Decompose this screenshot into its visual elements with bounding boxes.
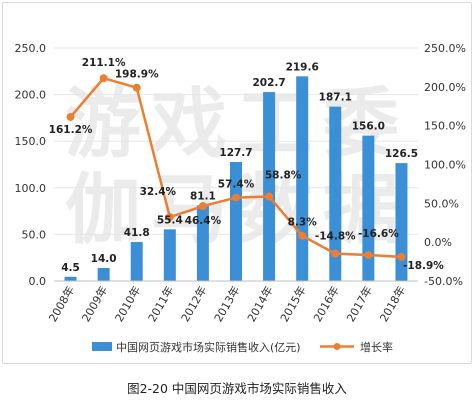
- revenue-bar: [163, 229, 176, 281]
- x-tick-label: 2009年: [79, 284, 111, 325]
- y-right-tick-label: 100.0%: [424, 159, 466, 172]
- revenue-bar: [97, 267, 110, 281]
- revenue-value-label: 187.1: [319, 92, 352, 104]
- revenue-value-label: 219.6: [286, 61, 319, 73]
- x-tick-label: 2014年: [244, 284, 276, 325]
- revenue-bar: [296, 76, 309, 282]
- revenue-value-label: 126.5: [385, 148, 418, 160]
- revenue-value-label: 4.5: [61, 262, 80, 274]
- y-left-tick-label: 0.0: [29, 275, 47, 288]
- y-right-tick-label: 150.0%: [424, 120, 466, 133]
- legend: 中国网页游戏市场实际销售收入(亿元) 增长率: [92, 340, 393, 354]
- growth-value-label: 161.2%: [49, 124, 93, 136]
- revenue-value-label: 202.7: [252, 77, 285, 89]
- revenue-value-label: 14.0: [91, 253, 117, 265]
- revenue-bar: [64, 276, 77, 281]
- growth-marker: [364, 251, 373, 260]
- growth-line-series: [66, 74, 406, 261]
- growth-marker: [331, 249, 340, 258]
- y-right-tick-label: 0.0%: [424, 236, 452, 249]
- y-right-tick-label: -50.0%: [424, 275, 463, 288]
- growth-value-label: 46.4%: [185, 215, 222, 227]
- x-tick-label: 2012年: [178, 284, 210, 325]
- y-left-tick-label: 50.0: [22, 228, 47, 241]
- legend-swatch-growth-marker: [333, 343, 341, 350]
- revenue-bar: [263, 92, 276, 281]
- growth-marker: [397, 252, 406, 261]
- growth-value-label: 57.4%: [218, 179, 255, 191]
- growth-marker: [66, 112, 75, 121]
- legend-label-growth: 增长率: [360, 340, 393, 354]
- x-tick-label: 2018年: [376, 284, 408, 325]
- x-tick-label: 2008年: [46, 284, 78, 325]
- growth-marker: [198, 202, 207, 211]
- growth-marker: [132, 83, 141, 92]
- y-left-tick-label: 200.0: [15, 89, 47, 102]
- growth-value-label: -14.8%: [315, 231, 356, 243]
- y-left-tick-label: 250.0: [15, 42, 47, 55]
- revenue-bar: [362, 135, 375, 281]
- x-tick-label: 2011年: [145, 284, 177, 325]
- growth-marker: [165, 213, 174, 222]
- y-left-tick-label: 150.0: [15, 135, 47, 148]
- y-right-tick-label: 250.0%: [424, 42, 466, 55]
- revenue-bar: [329, 106, 342, 281]
- x-tick-label: 2017年: [343, 284, 375, 325]
- revenue-value-label: 55.4: [157, 214, 183, 226]
- chart-svg: 游戏工委伽马数据 4.514.041.855.481.1127.7202.721…: [15, 42, 466, 354]
- growth-value-label: -18.9%: [403, 260, 444, 272]
- growth-marker: [99, 74, 108, 83]
- revenue-value-label: 81.1: [190, 190, 216, 202]
- x-tick-label: 2010年: [112, 284, 144, 325]
- revenue-value-label: 127.7: [219, 147, 252, 159]
- x-tick-label: 2015年: [277, 284, 309, 325]
- legend-swatch-revenue: [92, 342, 112, 351]
- growth-value-label: -16.6%: [358, 228, 399, 240]
- revenue-bar: [196, 205, 209, 281]
- growth-marker: [265, 192, 274, 201]
- x-tick-label: 2013年: [211, 284, 243, 325]
- y-left-tick-label: 100.0: [15, 182, 47, 195]
- growth-value-label: 32.4%: [140, 186, 177, 198]
- revenue-bar: [230, 161, 242, 281]
- legend-label-revenue: 中国网页游戏市场实际销售收入(亿元): [116, 340, 301, 354]
- growth-value-label: 211.1%: [82, 57, 126, 69]
- revenue-value-label: 41.8: [124, 227, 150, 239]
- x-tick-label: 2016年: [310, 284, 342, 325]
- figure-caption: 图2-20 中国网页游戏市场实际销售收入: [127, 381, 347, 396]
- y-right-tick-label: 200.0%: [424, 81, 466, 94]
- growth-marker: [298, 231, 307, 240]
- y-right-tick-label: 50.0%: [424, 197, 459, 210]
- growth-value-label: 198.9%: [115, 69, 159, 81]
- watermark-text: 游戏工委: [65, 79, 409, 168]
- revenue-bar: [395, 163, 408, 281]
- growth-value-label: 8.3%: [288, 217, 318, 229]
- revenue-bar: [130, 242, 143, 281]
- growth-marker: [232, 193, 240, 202]
- growth-value-label: 58.8%: [265, 169, 302, 181]
- revenue-value-label: 156.0: [352, 121, 385, 133]
- bar-series: [64, 76, 408, 282]
